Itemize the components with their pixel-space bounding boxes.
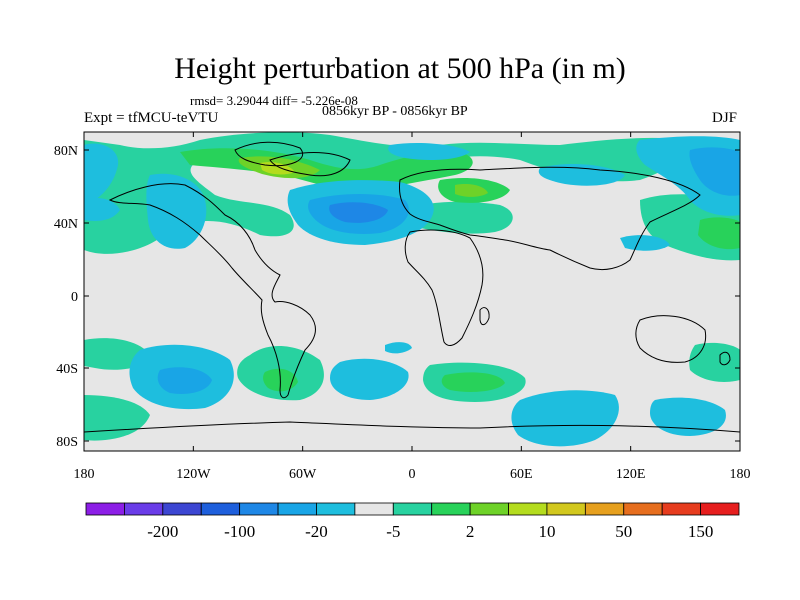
colorbar-swatch (85, 502, 125, 516)
colorbar-swatch (162, 502, 202, 516)
colorbar-swatch (316, 502, 356, 516)
negative-anomaly-atlantic-peak (329, 202, 388, 223)
period-text: 0856kyr BP - 0856kyr BP (322, 104, 468, 119)
contour-fill (84, 132, 740, 447)
experiment-text: Expt = tfMCU-teVTU (84, 110, 219, 126)
negative-anomaly-china (620, 235, 670, 251)
colorbar-swatch (508, 502, 548, 516)
lon-tick-label: 0 (409, 467, 416, 482)
map-panel (83, 131, 741, 452)
negative-anomaly-south-atlantic-west (330, 358, 409, 400)
negative-anomaly-south-pacific-core (157, 367, 212, 394)
colorbar-label: 50 (615, 522, 632, 541)
colorbar-swatch (623, 502, 663, 516)
negative-anomaly-south-of-australia (650, 397, 726, 436)
map-axes: 80N 40N 0 40S 80S 180 120W 60W 0 60E 120E 180 (54, 132, 751, 482)
colorbar-swatch (354, 502, 394, 516)
negative-anomaly-barents (388, 142, 470, 160)
eurasia-outline (399, 166, 701, 271)
colorbar: -200 -100 -20 -5 2 10 50 150 (85, 502, 740, 541)
negative-anomaly-south-atlantic-small (385, 342, 412, 354)
map-title: Height perturbation at 500 hPa (in m) (174, 52, 626, 85)
negative-anomaly-bering (84, 143, 119, 205)
positive-anomaly-south-atlantic-core (441, 372, 505, 392)
colorbar-label: 2 (466, 522, 475, 541)
lon-tick-label: 180 (74, 467, 95, 482)
colorbar-label: -100 (224, 522, 255, 541)
coastlines (84, 141, 740, 433)
lat-tick-label: 0 (71, 290, 78, 305)
colorbar-swatch (546, 502, 586, 516)
lat-tick-label: 80N (54, 144, 78, 159)
colorbar-swatch (661, 502, 701, 516)
colorbar-label: -20 (305, 522, 328, 541)
negative-anomaly-alaska (84, 198, 120, 221)
colorbar-label: -5 (386, 522, 400, 541)
negative-anomaly-kamchatka-core (689, 147, 740, 196)
negative-anomaly-ne-pacific (146, 173, 207, 249)
greenland-outline (269, 152, 351, 177)
season-text: DJF (712, 110, 738, 126)
antarctica-outline (84, 421, 740, 433)
colorbar-swatch (584, 502, 625, 516)
lon-tick-label: 120E (616, 467, 646, 482)
lon-tick-label: 60W (289, 467, 317, 482)
negative-anomaly-southern-ocean (511, 390, 619, 447)
lon-tick-label: 120W (176, 467, 211, 482)
australia-outline (635, 315, 707, 363)
positive-anomaly-nw-pacific (698, 217, 740, 250)
colorbar-label: 10 (538, 522, 555, 541)
africa-outline (404, 229, 484, 346)
lat-tick-label: 80S (56, 435, 78, 450)
positive-anomaly-siberia-core (455, 183, 488, 197)
colorbar-label: 150 (688, 522, 714, 541)
lon-tick-label: 60E (510, 467, 533, 482)
colorbar-swatch (277, 502, 317, 516)
colorbar-swatch (431, 502, 471, 516)
madagascar-outline (479, 307, 490, 326)
stats-text: rmsd= 3.29044 diff= -5.226e-08 (190, 93, 358, 108)
new-zealand-outline (719, 351, 731, 366)
lat-tick-label: 40N (54, 217, 78, 232)
colorbar-label: -200 (147, 522, 178, 541)
colorbar-swatch (200, 502, 241, 516)
colorbar-swatch (239, 502, 279, 516)
colorbar-swatch (124, 502, 164, 516)
colorbar-swatch (700, 502, 740, 516)
colorbar-swatch (469, 502, 509, 516)
lat-tick-label: 40S (56, 362, 78, 377)
arctic-canada-outline (234, 141, 303, 167)
americas-outline (108, 183, 316, 399)
lon-tick-label: 180 (730, 467, 751, 482)
negative-anomaly-central-asia (538, 164, 625, 186)
positive-anomaly-north-pacific (84, 132, 692, 254)
colorbar-swatch (392, 502, 433, 516)
